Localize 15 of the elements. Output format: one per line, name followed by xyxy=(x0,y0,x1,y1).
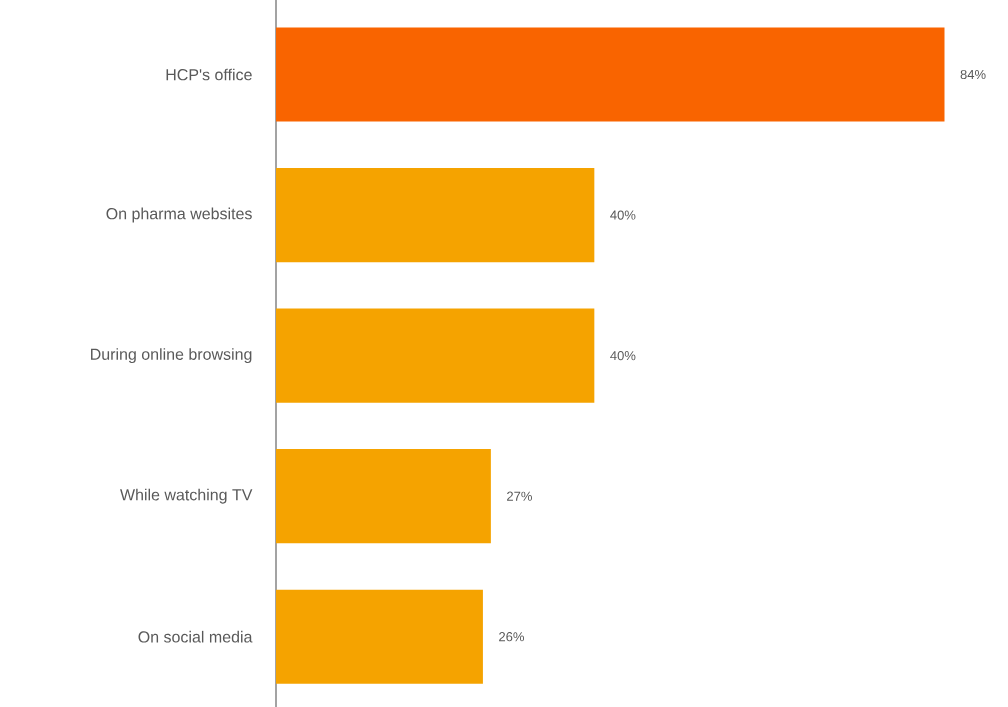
bar xyxy=(276,589,483,684)
data-label: 84% xyxy=(960,69,986,80)
data-label: 40% xyxy=(610,351,636,361)
bar xyxy=(276,308,595,403)
bar xyxy=(276,167,595,263)
data-label: 40% xyxy=(610,210,636,220)
y-tick-label: While watching TV xyxy=(120,488,253,504)
bar xyxy=(276,27,945,122)
bar xyxy=(276,449,491,544)
y-tick-label: On social media xyxy=(138,630,253,643)
y-tick-label: On pharma websites xyxy=(106,207,252,223)
data-label: 27% xyxy=(507,491,532,501)
y-tick-label: HCP's office xyxy=(166,68,252,81)
y-tick-label: During online browsing xyxy=(91,348,252,364)
data-label: 26% xyxy=(499,632,525,642)
